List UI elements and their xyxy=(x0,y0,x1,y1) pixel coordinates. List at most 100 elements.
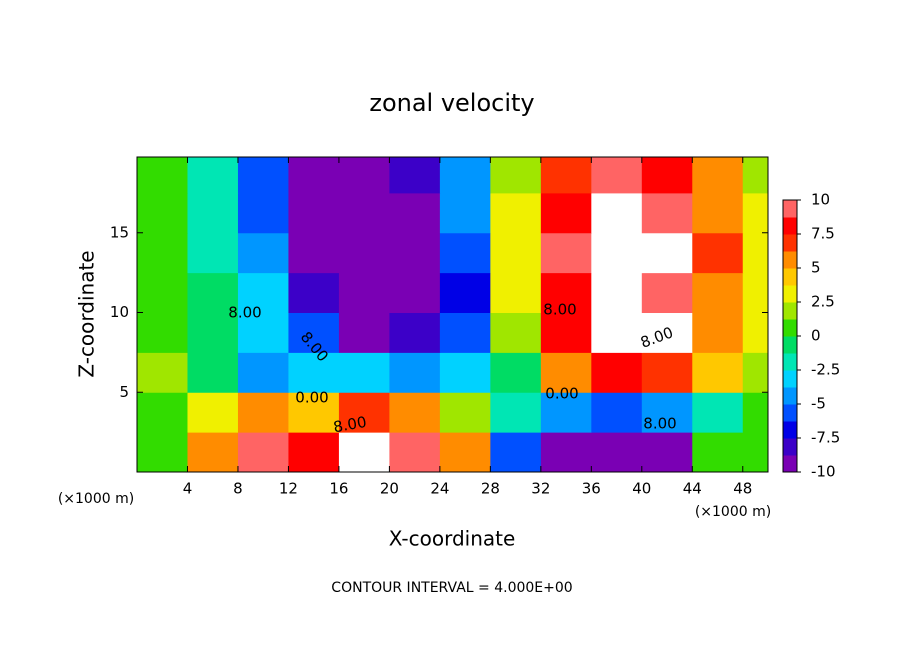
cell xyxy=(338,392,390,433)
y-unit: (×1000 m) xyxy=(695,504,771,520)
cell xyxy=(439,192,491,234)
contour-label: 8.00 xyxy=(643,415,676,433)
cell xyxy=(641,392,693,433)
cell xyxy=(540,192,592,234)
colorbar-label: -10 xyxy=(811,463,836,481)
cell xyxy=(137,392,188,433)
cell xyxy=(288,157,340,194)
cell xyxy=(338,192,390,234)
x-tick-label: 4 xyxy=(183,480,193,498)
cell xyxy=(742,157,769,194)
colorbar-label: 0 xyxy=(811,327,821,345)
cell xyxy=(187,157,239,194)
x-tick-label: 8 xyxy=(233,480,243,498)
cell xyxy=(338,157,390,194)
cell xyxy=(237,312,289,353)
contour-label: 8.00 xyxy=(228,304,261,322)
cell xyxy=(237,232,289,274)
cell xyxy=(288,432,340,473)
cell xyxy=(742,432,769,473)
cell xyxy=(540,232,592,274)
cell xyxy=(591,312,643,353)
cell xyxy=(692,232,744,274)
cell xyxy=(540,352,592,393)
colorbar-swatch xyxy=(783,455,797,473)
colorbar-label: 7.5 xyxy=(811,225,835,243)
contour-label: 0.00 xyxy=(295,389,328,407)
cell xyxy=(137,272,188,314)
contour-label: 0.00 xyxy=(545,385,578,403)
cell xyxy=(692,157,744,194)
cell xyxy=(389,432,441,473)
cell xyxy=(389,312,441,353)
x-tick-label: 36 xyxy=(582,480,601,498)
colorbar-swatch xyxy=(783,336,797,354)
y-tick-label: 15 xyxy=(110,223,129,241)
x-axis-label: X-coordinate xyxy=(389,527,516,551)
footer: CONTOUR INTERVAL = 4.000E+00 xyxy=(331,580,572,596)
cell xyxy=(439,432,491,473)
colorbar-swatch xyxy=(783,234,797,252)
cell xyxy=(490,192,542,234)
cell xyxy=(338,232,390,274)
x-tick-label: 44 xyxy=(683,480,702,498)
cell xyxy=(692,392,744,433)
cell xyxy=(692,352,744,393)
cell xyxy=(742,312,769,353)
cell xyxy=(641,192,693,234)
cell xyxy=(288,272,340,314)
cell xyxy=(338,432,390,473)
colorbar-label: 10 xyxy=(811,191,830,209)
cell xyxy=(439,312,491,353)
cell xyxy=(187,352,239,393)
contour-label: 8.00 xyxy=(543,301,576,319)
cell xyxy=(288,192,340,234)
cell xyxy=(490,312,542,353)
colorbar-label: 2.5 xyxy=(811,293,835,311)
cell xyxy=(338,312,390,353)
cell xyxy=(187,272,239,314)
cell xyxy=(439,232,491,274)
cell xyxy=(288,312,340,353)
cell xyxy=(187,232,239,274)
cell xyxy=(540,312,592,353)
cell xyxy=(490,157,542,194)
x-tick-label: 40 xyxy=(632,480,651,498)
cell xyxy=(187,192,239,234)
cell xyxy=(338,352,390,393)
cell xyxy=(641,312,693,353)
cell xyxy=(490,232,542,274)
cell xyxy=(288,232,340,274)
cell xyxy=(641,157,693,194)
colorbar-label: -2.5 xyxy=(811,361,840,379)
cell xyxy=(389,232,441,274)
cell xyxy=(137,157,188,194)
x-tick-label: 48 xyxy=(733,480,752,498)
colorbar-swatch xyxy=(783,285,797,303)
colorbar-label: -7.5 xyxy=(811,429,840,447)
cell xyxy=(692,192,744,234)
colorbar-label: 5 xyxy=(811,259,821,277)
cell xyxy=(439,157,491,194)
cell xyxy=(591,392,643,433)
cell xyxy=(692,312,744,353)
x-tick-label: 24 xyxy=(430,480,449,498)
cell xyxy=(389,272,441,314)
cell xyxy=(540,432,592,473)
x-tick-label: 20 xyxy=(380,480,399,498)
colorbar-swatch xyxy=(783,421,797,439)
cell xyxy=(641,352,693,393)
x-unit: (×1000 m) xyxy=(58,491,134,507)
cell xyxy=(591,157,643,194)
cell xyxy=(641,232,693,274)
cell xyxy=(439,392,491,433)
colorbar-swatch xyxy=(783,319,797,337)
cell xyxy=(742,392,769,433)
colorbar-swatch xyxy=(783,268,797,286)
colorbar-swatch xyxy=(783,251,797,269)
cell xyxy=(439,272,491,314)
cell xyxy=(288,352,340,393)
cell xyxy=(237,432,289,473)
x-tick-label: 32 xyxy=(531,480,550,498)
